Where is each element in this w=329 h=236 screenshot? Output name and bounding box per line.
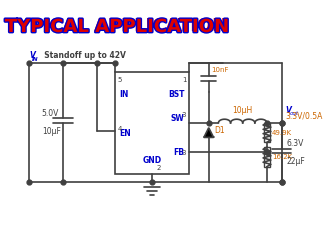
Text: SW: SW (171, 114, 185, 123)
Text: GND: GND (142, 156, 162, 164)
Text: 1: 1 (182, 77, 187, 83)
Text: TYPICAL APPLICATION: TYPICAL APPLICATION (5, 18, 228, 36)
Text: FB: FB (173, 148, 185, 157)
Text: BST: BST (168, 90, 185, 99)
Text: 10μH: 10μH (233, 106, 253, 115)
Text: 10μF: 10μF (42, 127, 61, 136)
Bar (264, 147, 270, 167)
Text: V: V (29, 51, 35, 60)
Text: V: V (286, 106, 291, 115)
Text: 3: 3 (182, 150, 187, 156)
Text: TYPICAL APPLICATION: TYPICAL APPLICATION (4, 17, 227, 35)
Text: 3.3V/0.5A: 3.3V/0.5A (286, 112, 323, 121)
Text: 5: 5 (117, 77, 122, 83)
Polygon shape (204, 128, 214, 137)
Text: 49.9K: 49.9K (272, 130, 292, 135)
Text: 5.0V: 5.0V (42, 109, 59, 118)
Text: IN: IN (119, 90, 129, 99)
Text: Standoff up to 42V: Standoff up to 42V (39, 51, 126, 60)
Text: out: out (289, 111, 298, 116)
Text: 3: 3 (182, 112, 187, 118)
Text: 16.2K: 16.2K (272, 154, 292, 160)
Text: 6.3V: 6.3V (286, 139, 304, 148)
Text: 10nF: 10nF (212, 67, 229, 73)
Text: 2: 2 (157, 165, 161, 171)
Text: EN: EN (119, 129, 131, 138)
Bar (264, 123, 270, 142)
Text: D1: D1 (215, 126, 225, 135)
Bar (114, 72, 189, 174)
Text: IN: IN (32, 57, 39, 62)
Text: 4: 4 (117, 126, 122, 132)
Text: 22μF: 22μF (286, 157, 305, 166)
